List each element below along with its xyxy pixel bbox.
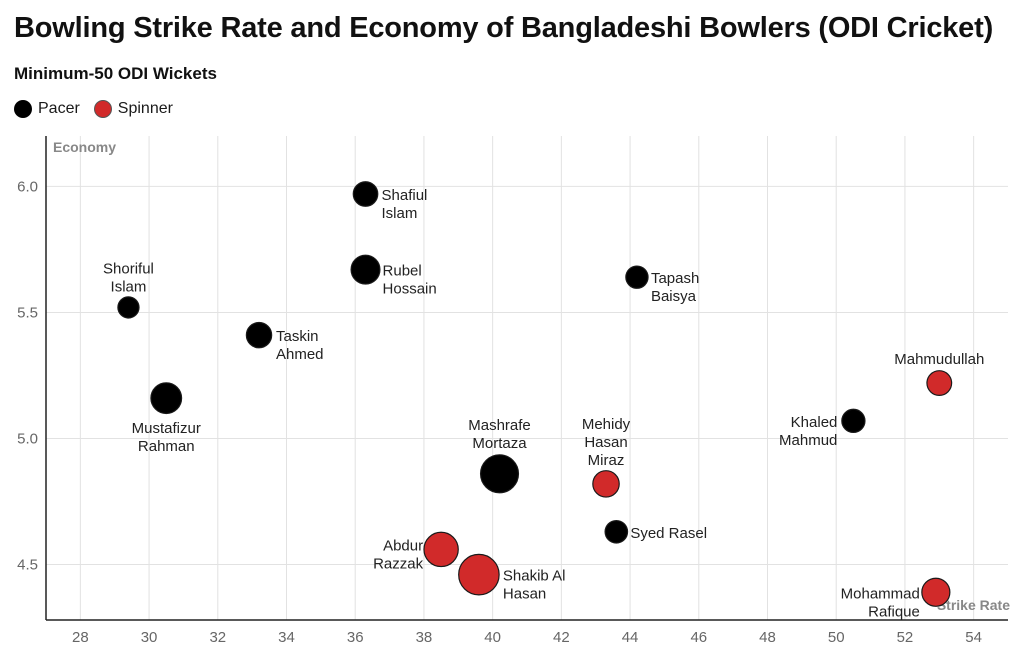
legend-item-pacer: Pacer <box>14 100 80 118</box>
point-label-line: Khaled <box>791 414 838 431</box>
point-label-line: Shafiul <box>382 187 428 204</box>
point-label-line: Hasan <box>584 434 627 451</box>
point-label: Shafiul Islam <box>382 187 428 222</box>
legend-swatch-spinner <box>93 100 112 118</box>
x-tick-label: 46 <box>690 629 707 646</box>
point-label-line: Shakib Al <box>503 568 566 585</box>
x-tick-label: 32 <box>209 629 226 646</box>
x-tick-label: 38 <box>416 629 433 646</box>
point-label-line: Razzak <box>373 555 424 572</box>
point-marker <box>604 519 629 544</box>
point-label-line: Mehidy <box>582 416 631 433</box>
y-tick-label: 5.5 <box>17 304 38 321</box>
point-marker <box>458 553 500 596</box>
point-marker <box>625 265 649 289</box>
point-label-line: Abdur <box>383 537 423 554</box>
legend-label-pacer: Pacer <box>38 100 80 117</box>
y-tick-label: 4.5 <box>17 557 38 574</box>
y-tick-label: 6.0 <box>17 178 38 195</box>
x-tick-label: 36 <box>347 629 364 646</box>
point-label-line: Mohammad <box>841 585 920 602</box>
chart-title: Bowling Strike Rate and Economy of Bangl… <box>14 12 994 44</box>
point-label-line: Rafique <box>868 603 920 620</box>
point-label: Rubel Hossain <box>383 263 437 298</box>
point-label-line: Mahmud <box>779 432 837 449</box>
point-label: Syed Rasel <box>630 525 707 542</box>
x-tick-label: 44 <box>622 629 639 646</box>
point-marker <box>352 181 379 207</box>
legend-item-spinner: Spinner <box>93 100 173 118</box>
point-marker <box>117 296 140 319</box>
point-label-line: Mashrafe <box>468 417 531 434</box>
point-label-line: Islam <box>382 205 418 222</box>
point-label: Taskin Ahmed <box>276 328 324 363</box>
point-label: Khaled Mahmud <box>779 414 837 449</box>
x-tick-label: 30 <box>141 629 158 646</box>
point-label: Shoriful Islam <box>103 260 154 295</box>
point-label-line: Islam <box>111 278 147 295</box>
point-label-line: Mustafizur <box>132 420 201 437</box>
point-marker <box>350 254 381 285</box>
point-label-line: Ahmed <box>276 346 324 363</box>
point-label-line: Rahman <box>138 438 195 455</box>
point-label-line: Baisya <box>651 288 697 305</box>
point-label-line: Shoriful <box>103 260 154 277</box>
point-marker <box>926 370 953 396</box>
point-label: Mehidy Hasan Miraz <box>582 416 631 469</box>
x-tick-label: 50 <box>828 629 845 646</box>
y-tick-label: 5.0 <box>17 431 38 448</box>
legend: Pacer Spinner <box>14 100 173 118</box>
point-marker <box>592 470 620 498</box>
point-marker <box>423 531 459 568</box>
legend-label-spinner: Spinner <box>117 100 173 117</box>
point-label-line: Tapash <box>651 270 699 287</box>
x-tick-label: 48 <box>759 629 776 646</box>
chart-subtitle: Minimum-50 ODI Wickets <box>14 64 217 83</box>
point-marker <box>245 321 273 349</box>
point-label: Abdur Razzak <box>373 537 424 572</box>
point-label-line: Hossain <box>383 281 437 298</box>
point-label: Mahmudullah <box>894 351 984 368</box>
point-label-line: Syed Rasel <box>630 525 707 542</box>
point-marker <box>841 408 866 434</box>
point-label: Shakib Al Hasan <box>503 568 566 603</box>
point-label: Mustafizur Rahman <box>132 420 201 455</box>
point-label: Mohammad Rafique <box>841 585 920 620</box>
point-label-line: Hasan <box>503 586 546 603</box>
point-label-line: Taskin <box>276 328 319 345</box>
point-label: Tapash Baisya <box>651 270 699 305</box>
point-marker <box>921 577 951 607</box>
x-axis-title: Strike Rate <box>937 597 1010 613</box>
x-tick-label: 34 <box>278 629 295 646</box>
x-tick-label: 28 <box>72 629 89 646</box>
point-label-line: Mahmudullah <box>894 351 984 368</box>
point-label-line: Rubel <box>383 263 422 280</box>
y-axis-title: Economy <box>53 139 116 155</box>
point-marker <box>479 454 520 494</box>
point-label-line: Mortaza <box>472 435 527 452</box>
legend-swatch-pacer <box>14 100 32 118</box>
x-tick-label: 40 <box>484 629 501 646</box>
x-tick-label: 52 <box>897 629 914 646</box>
x-tick-label: 42 <box>553 629 570 646</box>
point-label: Mashrafe Mortaza <box>468 417 531 452</box>
x-tick-label: 54 <box>965 629 982 646</box>
point-label-line: Miraz <box>588 452 625 469</box>
point-marker <box>150 382 183 415</box>
